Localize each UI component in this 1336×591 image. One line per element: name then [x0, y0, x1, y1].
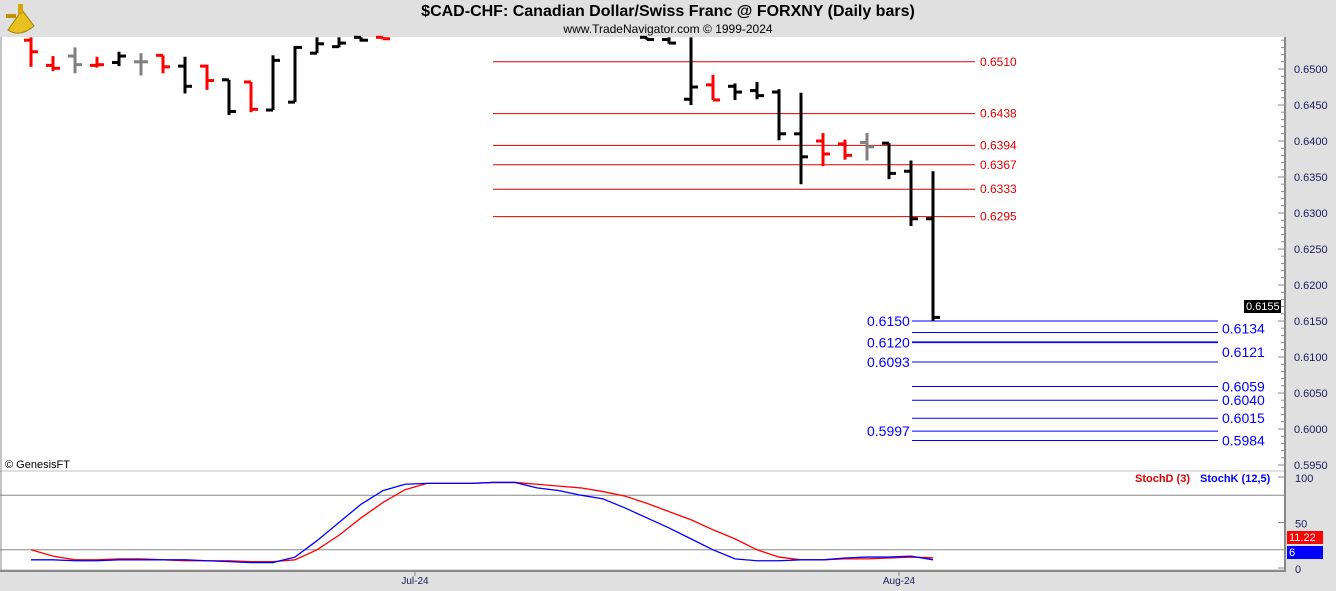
ohlc-bar [728, 83, 742, 100]
y-tick-label: 0.6450 [1294, 100, 1328, 112]
ohlc-bar [882, 141, 896, 180]
ohlc-bar [904, 160, 918, 226]
blue-level-label: 0.6059 [1222, 379, 1265, 395]
ohlc-bar [838, 139, 852, 160]
y-tick-label: 0.6400 [1294, 136, 1328, 148]
ohlc-bar [24, 37, 38, 67]
ohlc-bar [46, 56, 60, 72]
stochd-legend: StochD (3) [1135, 473, 1190, 485]
ohlc-bar [222, 78, 236, 116]
stochk-value-box [1287, 546, 1323, 559]
blue-level-label: 0.5997 [867, 423, 910, 439]
stochd-value-label: 11.22 [1289, 532, 1316, 544]
ohlc-bar [112, 51, 126, 67]
ohlc-bar [134, 53, 148, 76]
ohlc-bar [662, 37, 676, 45]
last-price-label: 0.6155 [1246, 301, 1280, 313]
ohlc-bar [266, 55, 280, 112]
y-tick-label: 0.5950 [1294, 460, 1328, 472]
blue-level-label: 0.6015 [1222, 410, 1265, 426]
ohlc-bar [376, 35, 390, 41]
y-tick-label: 0.6150 [1294, 316, 1328, 328]
ohlc-bar [156, 53, 170, 74]
ohlc-bar [310, 37, 324, 55]
ohlc-bar [684, 37, 698, 105]
blue-level-label: 0.6150 [867, 313, 910, 329]
red-level-label: 0.6510 [980, 55, 1017, 69]
ohlc-bar [926, 171, 940, 321]
stochd-value-box [1287, 531, 1323, 544]
ohlc-bar [640, 35, 654, 41]
ohlc-bar [90, 56, 104, 68]
ohlc-bar [354, 35, 368, 42]
copyright-label: © GenesisFT [5, 459, 70, 471]
stoch-y-tick-label: 100 [1295, 473, 1313, 485]
ohlc-bar [706, 74, 720, 102]
y-tick-label: 0.6500 [1294, 64, 1328, 76]
y-tick-label: 0.6350 [1294, 172, 1328, 184]
stoch-panel [0, 472, 1284, 569]
y-tick-label: 0.6050 [1294, 388, 1328, 400]
blue-level-label: 0.6134 [1222, 321, 1265, 337]
red-level-label: 0.6295 [980, 210, 1017, 224]
ohlc-bar [244, 80, 258, 113]
stoch-line-k [31, 481, 934, 564]
ohlc-bar [68, 47, 82, 74]
stochk-value-label: 6 [1289, 547, 1295, 559]
x-tick-label: Aug-24 [883, 576, 916, 587]
ohlc-bar [772, 89, 786, 141]
y-tick-label: 0.6000 [1294, 424, 1328, 436]
red-level-label: 0.6394 [980, 138, 1017, 152]
chart-subtitle: www.TradeNavigator.com © 1999-2024 [563, 22, 773, 36]
red-level-label: 0.6367 [980, 158, 1017, 172]
stochk-legend: StochK (12,5) [1200, 473, 1271, 485]
red-level-label: 0.6438 [980, 107, 1017, 121]
ohlc-bar [178, 56, 192, 94]
ohlc-bar [288, 45, 302, 104]
stoch-y-tick-label: 50 [1295, 519, 1307, 531]
ohlc-bar [750, 81, 764, 100]
blue-level-label: 0.6120 [867, 335, 910, 351]
ohlc-bar [794, 92, 808, 185]
y-tick-label: 0.6200 [1294, 280, 1328, 292]
stoch-y-tick-label: 0 [1295, 564, 1301, 576]
chart-title: $CAD-CHF: Canadian Dollar/Swiss Franc @ … [421, 3, 915, 20]
y-tick-label: 0.6300 [1294, 208, 1328, 220]
ohlc-bar [332, 37, 346, 49]
blue-level-label: 0.6040 [1222, 392, 1265, 408]
x-tick-label: Jul-24 [401, 576, 429, 587]
red-level-label: 0.6333 [980, 182, 1017, 196]
ohlc-bar [200, 64, 214, 90]
y-tick-label: 0.6250 [1294, 244, 1328, 256]
sextant-logo-icon [6, 4, 35, 34]
y-tick-label: 0.6100 [1294, 352, 1328, 364]
ohlc-bar [816, 133, 830, 167]
ohlc-bar [860, 133, 874, 161]
blue-level-label: 0.5984 [1222, 433, 1265, 449]
blue-level-label: 0.6121 [1222, 344, 1265, 360]
price-panel [0, 37, 1284, 470]
blue-level-label: 0.6093 [867, 354, 910, 370]
last-price-box [1244, 300, 1281, 313]
